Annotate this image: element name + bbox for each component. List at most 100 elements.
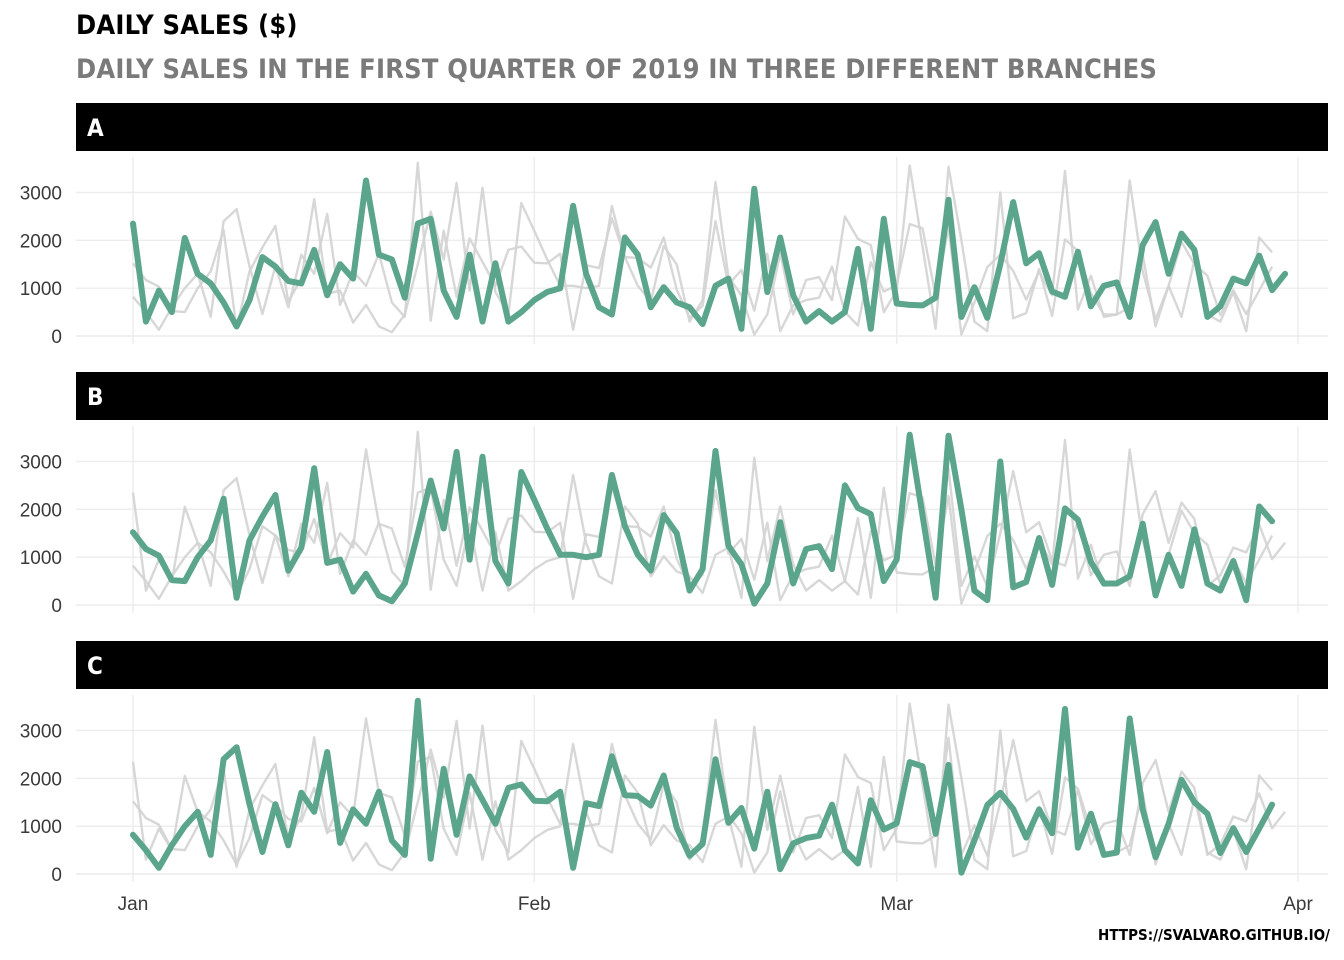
data-point <box>429 857 433 861</box>
data-point <box>972 285 976 289</box>
data-point <box>959 315 963 319</box>
data-point <box>856 247 860 251</box>
data-point <box>1063 707 1067 711</box>
data-point <box>752 847 756 851</box>
data-point <box>312 248 316 252</box>
data-point <box>636 794 640 798</box>
data-point <box>1167 822 1171 826</box>
data-point <box>144 320 148 324</box>
data-point <box>662 513 666 517</box>
data-point <box>1270 803 1274 807</box>
data-point <box>506 320 510 324</box>
y-tick-label: 1000 <box>20 279 62 300</box>
data-point <box>791 841 795 845</box>
data-point <box>959 871 963 875</box>
data-point <box>183 236 187 240</box>
data-point <box>1218 304 1222 308</box>
data-point <box>662 774 666 778</box>
data-point <box>1141 243 1145 247</box>
data-point <box>1037 536 1041 540</box>
data-point <box>286 279 290 283</box>
data-point <box>701 567 705 571</box>
data-point <box>726 277 730 281</box>
data-point <box>1257 254 1261 258</box>
data-point <box>519 470 523 474</box>
data-point <box>985 803 989 807</box>
data-point <box>377 790 381 794</box>
data-point <box>468 558 472 562</box>
data-point <box>636 553 640 557</box>
data-point <box>390 258 394 262</box>
data-point <box>1102 853 1106 857</box>
data-point <box>934 832 938 836</box>
data-point <box>1063 295 1067 299</box>
data-point <box>390 839 394 843</box>
data-point <box>934 596 938 600</box>
data-point <box>481 320 485 324</box>
data-point <box>170 578 174 582</box>
data-point <box>403 853 407 857</box>
data-point <box>623 793 627 797</box>
data-point <box>908 760 912 764</box>
data-point <box>895 821 899 825</box>
data-point <box>1218 589 1222 593</box>
data-point <box>856 506 860 510</box>
data-point <box>558 286 562 290</box>
data-point <box>752 602 756 606</box>
data-point <box>610 473 614 477</box>
data-point <box>662 285 666 289</box>
data-point <box>209 538 213 542</box>
data-point <box>947 198 951 202</box>
data-point <box>688 854 692 858</box>
data-point <box>882 579 886 583</box>
data-point <box>260 515 264 519</box>
data-point <box>1024 580 1028 584</box>
panel-b: B 0 1000 2000 3000 <box>20 372 1328 617</box>
data-point <box>493 261 497 265</box>
data-point <box>869 512 873 516</box>
data-point <box>1037 251 1041 255</box>
panel-a: A 0 1000 2000 3000 <box>20 103 1328 348</box>
context-line-c <box>132 430 1274 605</box>
x-tick-label: Mar <box>880 894 913 915</box>
data-point <box>571 553 575 557</box>
y-tick-label: 0 <box>51 327 62 348</box>
data-point <box>947 434 951 438</box>
data-point <box>934 296 938 300</box>
data-point <box>1076 518 1080 522</box>
data-point <box>157 554 161 558</box>
data-point <box>1192 527 1196 531</box>
data-point <box>701 322 705 326</box>
data-point <box>144 547 148 551</box>
data-point <box>1063 506 1067 510</box>
data-point <box>1089 812 1093 816</box>
data-point <box>843 483 847 487</box>
data-point <box>726 821 730 825</box>
data-point <box>222 757 226 761</box>
data-point <box>493 822 497 826</box>
data-point <box>739 806 743 810</box>
facet-strip <box>76 103 1328 151</box>
facet-label: B <box>87 383 103 411</box>
data-point <box>1270 288 1274 292</box>
data-point <box>1154 593 1158 597</box>
data-point <box>817 544 821 548</box>
data-point <box>248 538 252 542</box>
source-caption: HTTPS://SVALVARO.GITHUB.IO/ <box>1098 926 1330 944</box>
data-point <box>260 255 264 259</box>
data-point <box>843 310 847 314</box>
data-point <box>1011 585 1015 589</box>
data-point <box>791 293 795 297</box>
data-point <box>1192 800 1196 804</box>
data-point <box>273 265 277 269</box>
data-point <box>701 842 705 846</box>
data-point <box>481 798 485 802</box>
data-point <box>817 834 821 838</box>
data-point <box>558 790 562 794</box>
data-point <box>286 569 290 573</box>
data-point <box>248 802 252 806</box>
series-line-c <box>130 697 1276 876</box>
data-point <box>209 281 213 285</box>
data-point <box>532 498 536 502</box>
data-point <box>1205 315 1209 319</box>
